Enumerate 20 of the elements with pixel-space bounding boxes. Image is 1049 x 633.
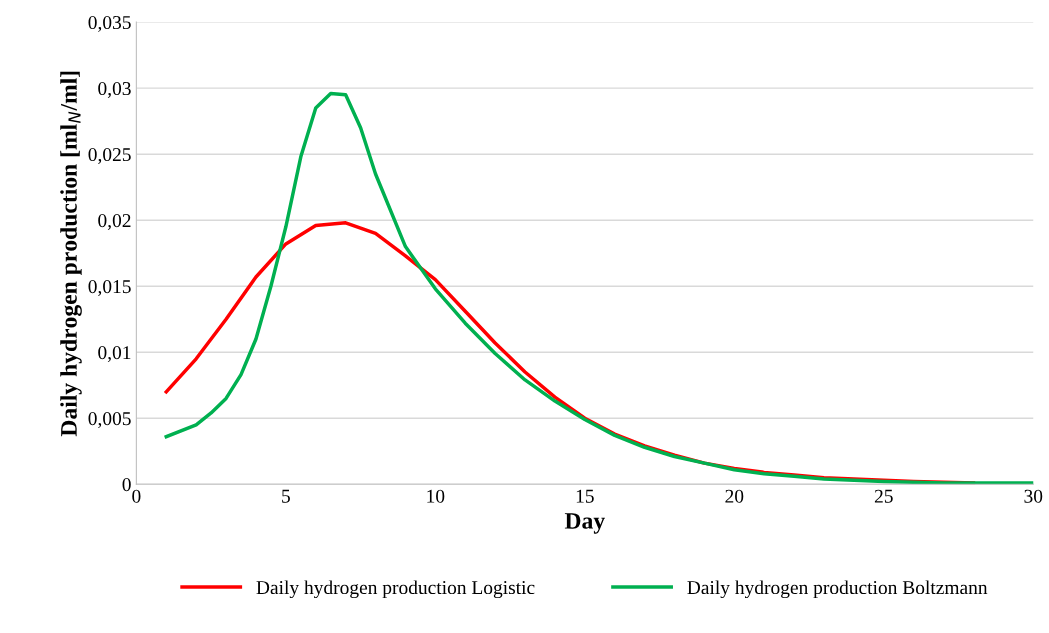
legend-label: Daily hydrogen production Boltzmann <box>687 580 988 599</box>
y-tick-label: 0,01 <box>98 346 131 362</box>
x-tick-label: 10 <box>427 489 445 503</box>
x-tick-label: 25 <box>874 489 893 503</box>
x-tick-label: 5 <box>282 489 290 503</box>
y-tick-label: 0,035 <box>88 15 131 32</box>
y-tick-label: 0,025 <box>88 148 131 164</box>
x-axis-title: Day <box>564 513 605 534</box>
legend-label: Daily hydrogen production Logistic <box>256 580 535 599</box>
y-tick-label: 0,02 <box>98 214 131 230</box>
x-tick-label: 15 <box>576 489 594 503</box>
x-tick-label: 0 <box>132 489 141 503</box>
line-series <box>164 91 1034 485</box>
y-tick-label: 0,03 <box>98 81 131 98</box>
y-axis-title: Daily hydrogen production [ml$_{N}$/ml] <box>60 71 82 437</box>
y-tick-label: 0,005 <box>88 412 131 428</box>
x-tick-label: 30 <box>1024 489 1043 503</box>
y-tick-label: 0,015 <box>88 280 131 296</box>
x-tick-label: 20 <box>725 489 744 503</box>
y-tick-label: 0 <box>122 478 131 492</box>
